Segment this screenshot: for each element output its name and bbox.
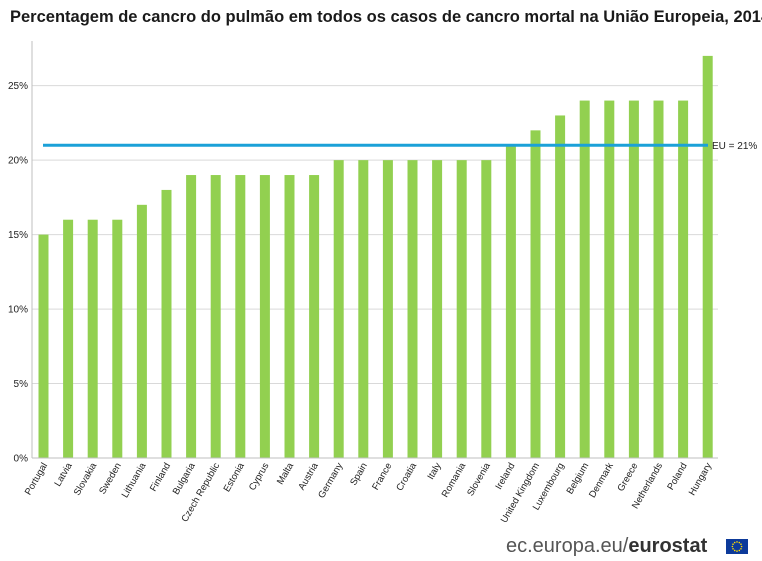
flag-star xyxy=(736,550,738,552)
y-tick-label: 10% xyxy=(8,305,28,316)
bar xyxy=(112,219,123,458)
bars xyxy=(38,55,713,459)
bar xyxy=(63,219,74,458)
bar xyxy=(432,160,443,458)
flag-star xyxy=(740,548,742,550)
x-category-label: Hungary xyxy=(687,461,715,498)
bar xyxy=(136,204,147,458)
y-tick-label: 15% xyxy=(8,230,28,241)
bar xyxy=(259,175,270,459)
bar xyxy=(505,145,516,458)
bar xyxy=(604,100,615,459)
x-category-label: Spain xyxy=(348,461,370,488)
y-tick-label: 20% xyxy=(8,156,28,167)
bar xyxy=(309,175,320,459)
eu-flag-logo xyxy=(726,539,748,554)
source-prefix: ec.europa.eu/ xyxy=(506,535,629,557)
x-category-label: Finland xyxy=(148,461,173,493)
y-tick-label: 25% xyxy=(8,81,28,92)
x-category-label: Poland xyxy=(665,461,689,492)
bar xyxy=(579,100,590,459)
chart-title: Percentagem de cancro do pulmão em todos… xyxy=(10,8,762,26)
bar xyxy=(702,55,713,459)
bar xyxy=(456,160,467,458)
flag-star xyxy=(740,543,742,545)
x-category-label: Croatia xyxy=(394,460,419,493)
bar xyxy=(382,160,393,458)
bar xyxy=(530,130,541,458)
x-category-label: Ireland xyxy=(493,461,517,492)
bar xyxy=(38,234,49,458)
bar xyxy=(87,219,98,458)
x-category-label: Belgium xyxy=(565,461,592,496)
flag-star xyxy=(732,543,734,545)
flag-star xyxy=(740,545,743,548)
x-category-label: Portugal xyxy=(23,461,50,497)
x-category-label: Germany xyxy=(316,461,345,501)
source-brand: eurostat xyxy=(628,535,708,557)
flag-star xyxy=(738,541,741,544)
bar xyxy=(161,189,172,458)
y-tick-label: 5% xyxy=(14,379,29,390)
x-category-label: Greece xyxy=(615,461,640,493)
x-category-label: Sweden xyxy=(97,461,124,496)
x-category-label: France xyxy=(370,461,394,492)
x-category-label: Cyprus xyxy=(247,461,272,493)
y-tick-label: 0% xyxy=(14,454,29,465)
x-category-label: Bulgaria xyxy=(171,460,198,496)
x-category-label: Denmark xyxy=(587,461,616,500)
bar xyxy=(678,100,689,459)
flag-star xyxy=(731,545,734,548)
x-category-label: Latvia xyxy=(52,460,75,488)
x-category-label: Slovenia xyxy=(465,460,493,498)
x-category-label: Slovakia xyxy=(72,460,100,497)
bar xyxy=(210,175,221,459)
x-category-label: Austria xyxy=(296,460,321,492)
x-category-label: Lithuania xyxy=(120,460,149,500)
eu-reference: EU = 21% xyxy=(43,141,757,152)
x-category-label: Malta xyxy=(275,460,296,486)
source-credit: ec.europa.eu/eurostat xyxy=(506,535,707,558)
eu-stars-icon xyxy=(731,541,743,552)
bar xyxy=(653,100,664,459)
x-category-label: Italy xyxy=(425,461,443,482)
eu-average-label: EU = 21% xyxy=(712,141,757,152)
flag-star xyxy=(736,541,738,543)
bar xyxy=(628,100,639,459)
flag-star xyxy=(732,548,734,550)
flag-star xyxy=(733,541,736,544)
bar xyxy=(407,160,418,458)
bar xyxy=(358,160,369,458)
flag-star xyxy=(733,549,736,552)
x-category-label: Romania xyxy=(440,460,469,499)
x-category-label: Estonia xyxy=(222,460,248,494)
bar xyxy=(284,175,295,459)
bar xyxy=(555,115,566,458)
bar xyxy=(333,160,344,458)
bar xyxy=(186,175,197,459)
gridlines xyxy=(32,85,718,385)
bar xyxy=(235,175,246,459)
bar xyxy=(481,160,492,458)
flag-star xyxy=(738,549,741,552)
y-axis-tick-labels: 0% 5% 10% 15% 20% 25% xyxy=(8,81,28,464)
